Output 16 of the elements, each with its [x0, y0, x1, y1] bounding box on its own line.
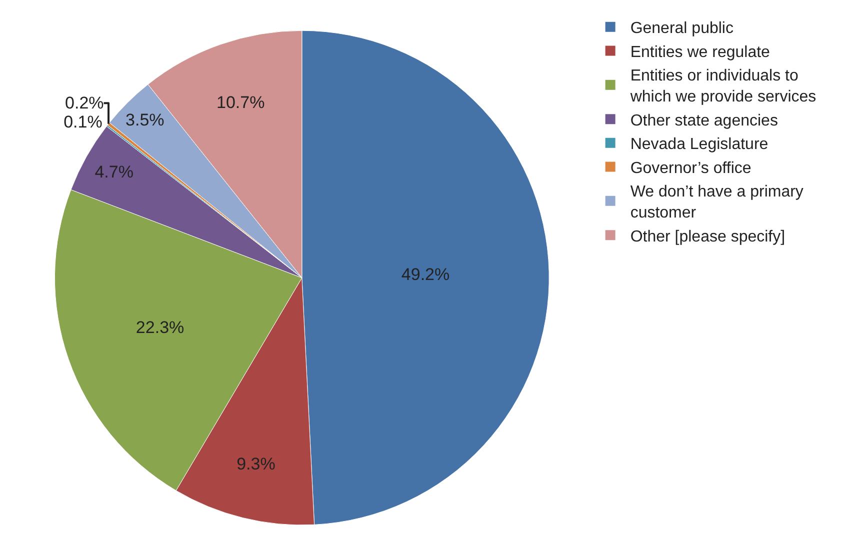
data-label: 3.5% [126, 110, 164, 130]
data-label: 9.3% [236, 454, 276, 474]
legend-label: Other [please specify] [630, 228, 786, 246]
data-label: 0.1% [64, 112, 102, 132]
data-label: 0.2% [65, 94, 104, 113]
data-label: 10.7% [216, 92, 265, 112]
data-label: 4.7% [94, 162, 134, 182]
data-label: 22.3% [136, 318, 184, 337]
legend-label: Nevada Legislature [630, 136, 768, 154]
legend-label: We don’t have a primary customer [630, 184, 804, 222]
legend-label: Other state agencies [630, 112, 778, 130]
data-label: 49.2% [401, 265, 450, 284]
legend-label: General public [630, 20, 734, 38]
legend-label: Entities or individuals to which we provide services [629, 68, 816, 106]
legend-label: Governor’s office [630, 160, 752, 177]
legend-label: Entities we regulate [630, 44, 770, 61]
